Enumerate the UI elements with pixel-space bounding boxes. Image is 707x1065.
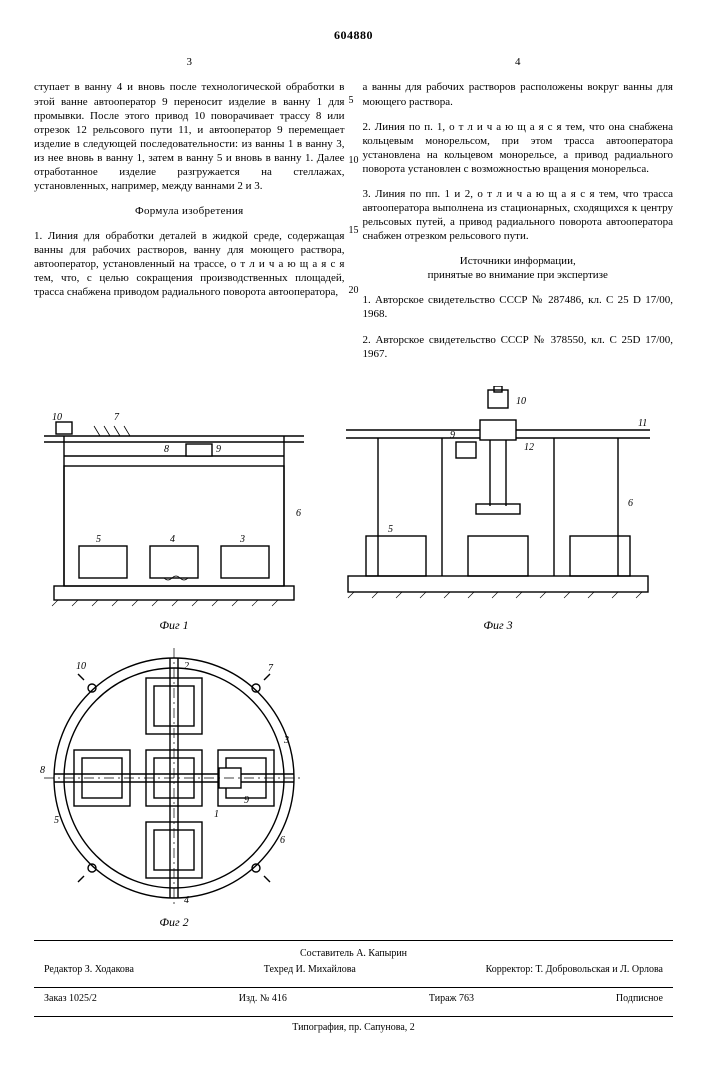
figures-block: 10 7 8 9 6 5 4 3 Фиг 1 — [34, 386, 673, 931]
source-2: 2. Авторское свидетельство СССР № 378550… — [363, 333, 674, 361]
f1-n5: 5 — [96, 534, 101, 545]
margin-15: 15 — [349, 225, 359, 238]
fig2-label: Фиг 2 — [34, 915, 314, 930]
footer: Составитель А. Капырин Редактор З. Ходак… — [34, 947, 673, 1035]
f1-n8: 8 — [164, 444, 169, 455]
patent-number: 604880 — [34, 28, 673, 43]
margin-5: 5 — [349, 95, 354, 108]
f2-n4: 4 — [184, 895, 189, 906]
f3-n5: 5 — [388, 524, 393, 535]
f2-n3: 3 — [283, 735, 289, 746]
fig1-label: Фиг 1 — [34, 618, 314, 633]
f3-n10: 10 — [516, 396, 526, 407]
tech: Техред И. Михайлова — [264, 963, 356, 977]
claim-3: 3. Линия по пп. 1 и 2, о т л и ч а ю щ а… — [363, 187, 674, 243]
corrector: Корректор: Т. Добровольская и Л. Орлова — [486, 963, 663, 977]
f2-n1: 1 — [214, 809, 219, 820]
tirazh: Тираж 763 — [429, 992, 474, 1006]
f1-n6: 6 — [296, 508, 301, 519]
claim-1: 1. Линия для обработки деталей в жидкой … — [34, 229, 345, 299]
izd: Изд. № 416 — [239, 992, 287, 1006]
separator-3 — [34, 1016, 673, 1017]
margin-20: 20 — [349, 285, 359, 298]
f1-n4: 4 — [170, 534, 175, 545]
col4-para1a: а ванны для рабочих растворов расположен… — [363, 80, 674, 108]
f2-n6: 6 — [280, 835, 285, 846]
f2-n5: 5 — [54, 815, 59, 826]
order: Заказ 1025/2 — [44, 992, 97, 1006]
separator-1 — [34, 940, 673, 941]
figure-2: 10 2 7 3 8 5 9 1 6 4 Фиг 2 — [34, 643, 314, 930]
f1-n9: 9 — [216, 444, 221, 455]
f1-n10: 10 — [52, 412, 62, 423]
f2-n9: 9 — [244, 795, 249, 806]
compiler: Составитель А. Капырин — [34, 947, 673, 961]
figure-1: 10 7 8 9 6 5 4 3 Фиг 1 — [34, 406, 314, 633]
column-3: 3 ступает в ванну 4 и вновь после технол… — [34, 55, 345, 371]
sub: Подписное — [616, 992, 663, 1006]
col3-para1: ступает в ванну 4 и вновь после технолог… — [34, 80, 345, 193]
f2-n10: 10 — [76, 661, 86, 672]
column-4: 4 5 10 15 20 а ванны для рабочих раствор… — [363, 55, 674, 371]
f3-n11: 11 — [638, 418, 647, 429]
fig3-label: Фиг 3 — [338, 618, 658, 633]
f2-n7: 7 — [268, 663, 274, 674]
f3-n9: 9 — [450, 430, 455, 441]
f1-n3: 3 — [239, 534, 245, 545]
margin-10: 10 — [349, 155, 359, 168]
figure-3: 10 9 12 11 6 5 Фиг 3 — [338, 386, 658, 633]
separator-2 — [34, 987, 673, 988]
col4-number: 4 — [363, 55, 674, 69]
f2-n8: 8 — [40, 765, 45, 776]
formula-title: Формула изобретения — [34, 204, 345, 218]
sources-title-b: принятые во внимание при экспертизе — [363, 268, 674, 282]
text-columns: 3 ступает в ванну 4 и вновь после технол… — [34, 55, 673, 371]
source-1: 1. Авторское свидетельство СССР № 287486… — [363, 293, 674, 321]
f2-n2: 2 — [184, 661, 189, 672]
typography: Типография, пр. Сапунова, 2 — [34, 1021, 673, 1035]
claim-2: 2. Линия по п. 1, о т л и ч а ю щ а я с … — [363, 120, 674, 176]
col3-number: 3 — [34, 55, 345, 69]
f1-n7: 7 — [114, 412, 120, 423]
f3-n6: 6 — [628, 498, 633, 509]
sources-title-a: Источники информации, — [363, 254, 674, 268]
editor: Редактор З. Ходакова — [44, 963, 134, 977]
f3-n12: 12 — [524, 442, 534, 453]
